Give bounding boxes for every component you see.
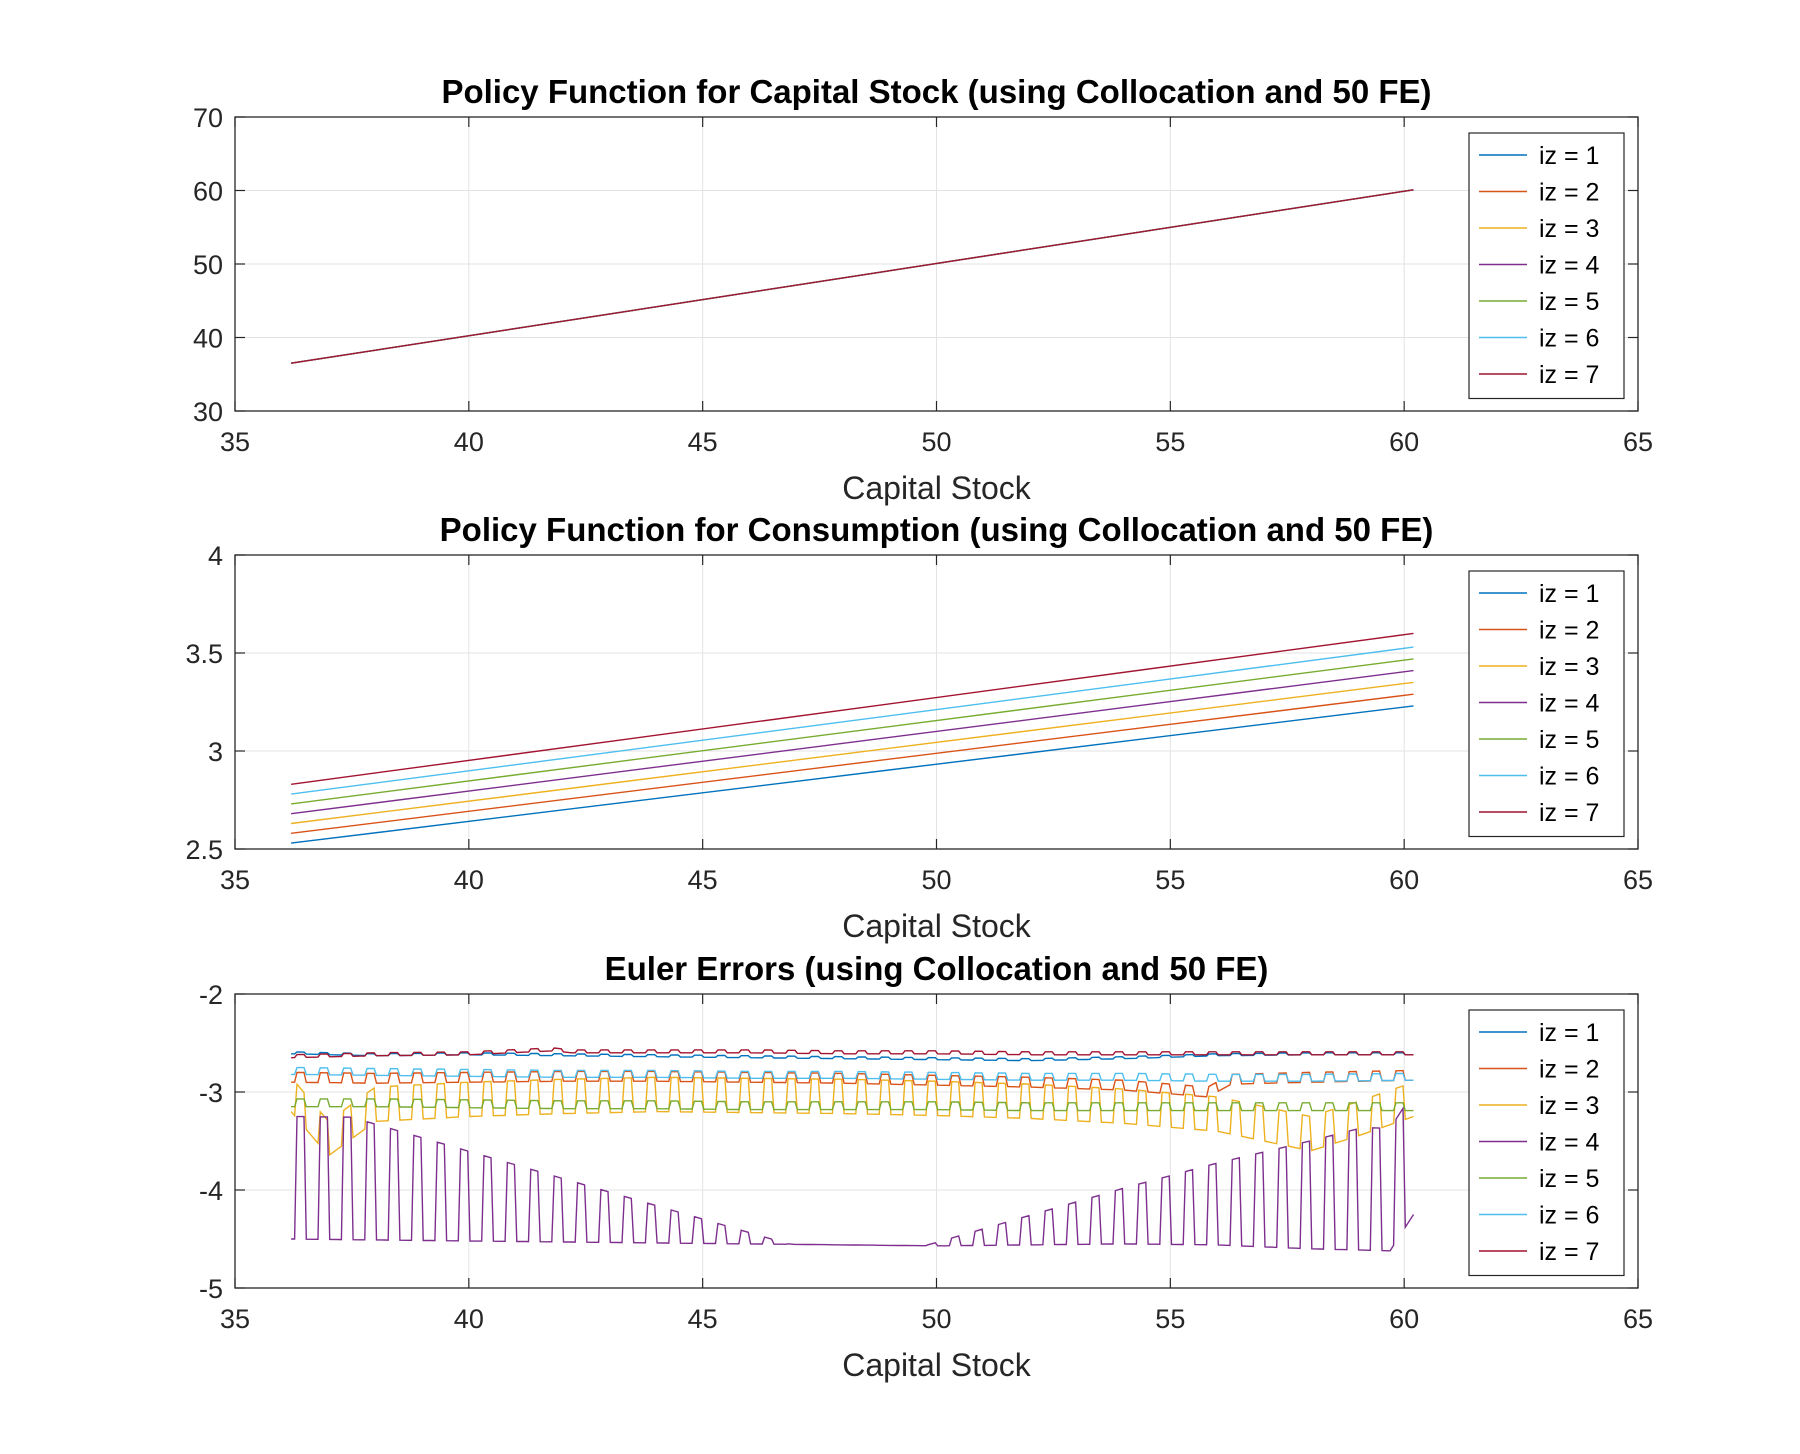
- series-line-iz-2: [291, 1069, 1414, 1098]
- legend-label-iz-2: iz = 2: [1539, 179, 1599, 207]
- legend-label-iz-3: iz = 3: [1539, 653, 1599, 681]
- series-line-iz-7: [290, 189, 1414, 364]
- x-tick-label: 40: [454, 1304, 484, 1334]
- x-tick-label: 50: [921, 1304, 951, 1334]
- chart-title: Policy Function for Consumption (using C…: [440, 511, 1434, 548]
- legend-label-iz-1: iz = 1: [1539, 1019, 1599, 1047]
- x-tick-label: 40: [454, 427, 484, 457]
- y-tick-label: 70: [193, 103, 223, 133]
- x-axis-label: Capital Stock: [842, 470, 1032, 506]
- series-line-iz-3: [290, 1076, 1414, 1157]
- x-tick-label: 35: [220, 1304, 250, 1334]
- chart-title: Policy Function for Capital Stock (using…: [441, 73, 1431, 110]
- legend-label-iz-2: iz = 2: [1539, 617, 1599, 645]
- legend-label-iz-4: iz = 4: [1539, 252, 1600, 280]
- x-axis-label: Capital Stock: [842, 908, 1032, 944]
- legend-box: [1468, 132, 1625, 400]
- legend-label-iz-6: iz = 6: [1539, 1202, 1599, 1230]
- x-tick-label: 60: [1389, 865, 1419, 895]
- y-tick-label: -3: [199, 1078, 223, 1108]
- legend-label-iz-4: iz = 4: [1539, 690, 1600, 718]
- y-tick-label: 4: [208, 541, 223, 571]
- series-line-iz-4: [291, 1105, 1415, 1252]
- series-line-iz-5: [291, 658, 1414, 805]
- legend-label-iz-7: iz = 7: [1539, 799, 1599, 827]
- x-tick-label: 45: [688, 865, 718, 895]
- legend-label-iz-5: iz = 5: [1539, 1165, 1599, 1193]
- x-tick-label: 55: [1155, 1304, 1185, 1334]
- series-line-iz-6: [291, 1066, 1414, 1082]
- legend: iz = 1 iz = 2 iz = 3 iz = 4 iz = 5 iz = 6 iz =…: [1468, 570, 1625, 838]
- legend-label-iz-5: iz = 5: [1539, 726, 1599, 754]
- x-tick-label: 55: [1155, 865, 1185, 895]
- legend-label-iz-3: iz = 3: [1539, 1092, 1599, 1120]
- chart-title: Euler Errors (using Collocation and 50 F…: [605, 950, 1269, 987]
- series-line-iz-7: [291, 632, 1414, 785]
- legend-label-iz-3: iz = 3: [1539, 215, 1599, 243]
- x-tick-label: 60: [1389, 1304, 1419, 1334]
- x-tick-label: 65: [1623, 427, 1653, 457]
- x-tick-label: 65: [1623, 865, 1653, 895]
- y-tick-label: -4: [199, 1176, 223, 1206]
- x-tick-label: 40: [454, 865, 484, 895]
- y-tick-label: 50: [193, 250, 223, 280]
- series-line-iz-7: [291, 1047, 1414, 1059]
- y-tick-label: 3.5: [185, 639, 223, 669]
- legend-label-iz-5: iz = 5: [1539, 288, 1599, 316]
- y-tick-label: 60: [193, 177, 223, 207]
- y-tick-label: 2.5: [185, 835, 223, 865]
- series-line-iz-5: [291, 1098, 1414, 1112]
- axes-3: 35 40 45 50 55 60 65 -5 -4 -3 -2 Euler Errors (usin…: [199, 950, 1653, 1383]
- legend-label-iz-2: iz = 2: [1539, 1056, 1599, 1084]
- x-tick-label: 50: [921, 427, 951, 457]
- legend-label-iz-1: iz = 1: [1539, 580, 1599, 608]
- legend-label-iz-6: iz = 6: [1539, 763, 1599, 791]
- series-line-iz-3: [291, 681, 1414, 825]
- x-tick-label: 35: [220, 427, 250, 457]
- x-tick-label: 45: [688, 427, 718, 457]
- series-line-iz-2: [291, 693, 1414, 834]
- x-tick-label: 35: [220, 865, 250, 895]
- x-tick-label: 65: [1623, 1304, 1653, 1334]
- legend-label-iz-6: iz = 6: [1539, 325, 1599, 353]
- x-tick-label: 45: [688, 1304, 718, 1334]
- legend-label-iz-7: iz = 7: [1539, 361, 1599, 389]
- series-line-iz-1: [291, 705, 1414, 844]
- legend: iz = 1 iz = 2 iz = 3 iz = 4 iz = 5 iz = 6 iz =…: [1468, 1009, 1625, 1277]
- series-line-iz-6: [291, 646, 1414, 795]
- x-axis-label: Capital Stock: [842, 1347, 1032, 1383]
- y-tick-label: 3: [208, 737, 223, 767]
- legend-box: [1468, 570, 1625, 838]
- y-tick-label: -2: [199, 980, 223, 1010]
- y-tick-label: -5: [199, 1274, 223, 1304]
- x-tick-label: 50: [921, 865, 951, 895]
- x-tick-label: 55: [1155, 427, 1185, 457]
- legend-label-iz-4: iz = 4: [1539, 1129, 1600, 1157]
- axes-2: 35 40 45 50 55 60 65 2.5 3 3.5 4 Policy Function fo…: [185, 511, 1653, 944]
- y-tick-label: 30: [193, 397, 223, 427]
- series-line-iz-4: [291, 669, 1414, 815]
- legend-label-iz-7: iz = 7: [1539, 1238, 1599, 1266]
- legend: iz = 1 iz = 2 iz = 3 iz = 4 iz = 5 iz = 6 iz =…: [1468, 132, 1625, 400]
- legend-box: [1468, 1009, 1625, 1277]
- legend-label-iz-1: iz = 1: [1539, 142, 1599, 170]
- x-tick-label: 60: [1389, 427, 1419, 457]
- y-tick-label: 40: [193, 324, 223, 354]
- axes-1: 35 40 45 50 55 60 65 30 40 50 60 70 Policy Function …: [193, 73, 1653, 506]
